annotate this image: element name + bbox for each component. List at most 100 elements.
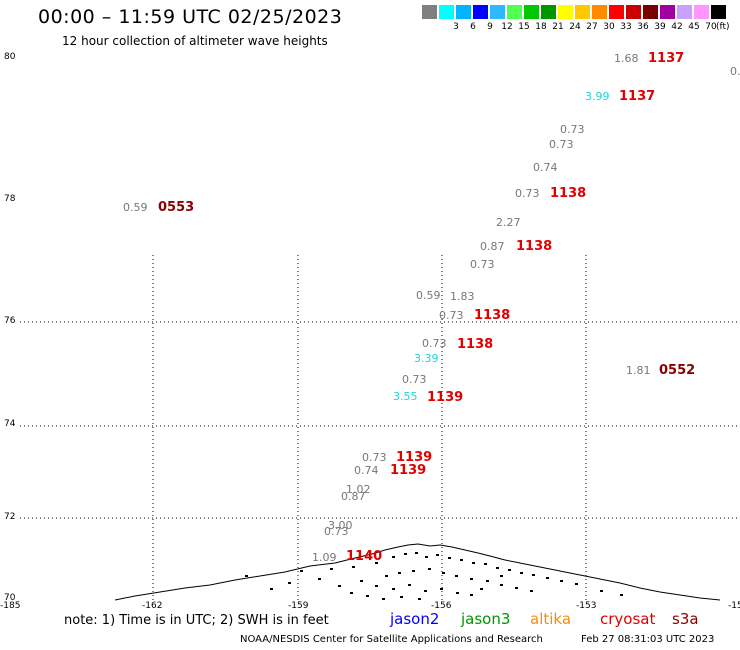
wave-height-value: 0.73	[422, 337, 447, 350]
wave-height-value: 1.09	[312, 551, 337, 564]
pass-time-label: 1138	[516, 239, 553, 254]
legend-swatch	[575, 5, 590, 19]
latitude-label: 70	[4, 593, 16, 603]
longitude-label: -185	[0, 601, 21, 611]
legend-swatch	[541, 5, 556, 19]
pass-time-label: 1137	[648, 51, 685, 66]
legend-swatch-label: 45	[688, 22, 700, 32]
longitude-label: -162	[142, 601, 163, 611]
longitude-label: -153	[576, 601, 597, 611]
latitude-label: 72	[4, 512, 16, 522]
page-title: 00:00 – 11:59 UTC 02/25/2023	[38, 6, 343, 28]
legend-swatch-label: 70	[705, 22, 717, 32]
latitude-label: 76	[4, 316, 16, 326]
wave-height-value: 1.68	[614, 52, 639, 65]
pass-time-label: 1138	[474, 308, 511, 323]
latitude-label: 80	[4, 52, 16, 62]
wave-height-value: 0.	[730, 65, 740, 78]
wave-height-value: 3.55	[393, 390, 418, 403]
wave-height-value: 0.87	[341, 490, 366, 503]
legend-swatch-label: 30	[603, 22, 615, 32]
satellite-label: s3a	[672, 610, 699, 628]
legend-swatch-label: 42	[671, 22, 683, 32]
wave-height-value: 0.73	[515, 187, 540, 200]
wave-height-value: 3.39	[414, 352, 439, 365]
wave-height-value: 3.99	[585, 90, 610, 103]
longitude-label: -159	[288, 601, 309, 611]
legend-swatch	[609, 5, 624, 19]
legend-swatch-label: 33	[620, 22, 632, 32]
legend-swatch	[524, 5, 539, 19]
wave-height-value: 0.73	[470, 258, 495, 271]
pass-time-label: 1138	[550, 186, 587, 201]
legend-swatch	[422, 5, 437, 19]
legend-swatch	[592, 5, 607, 19]
legend-swatch	[711, 5, 726, 19]
wave-height-value: 3.00	[328, 519, 353, 532]
footer-note: note: 1) Time is in UTC; 2) SWH is in fe…	[64, 613, 329, 628]
pass-time-label: 1138	[457, 337, 494, 352]
wave-height-value: 1.02	[346, 483, 371, 496]
longitude-label: -15	[728, 601, 740, 611]
wave-height-value: 0.59	[123, 201, 148, 214]
legend-swatch	[626, 5, 641, 19]
wave-height-value: 0.74	[354, 464, 379, 477]
generated-timestamp: Feb 27 08:31:03 UTC 2023	[581, 634, 715, 645]
legend-swatch-label: 9	[487, 22, 493, 32]
coastal-lakes	[245, 552, 623, 600]
legend-swatch	[490, 5, 505, 19]
wave-height-value: 0.73	[362, 451, 387, 464]
legend-swatch-label: 24	[569, 22, 581, 32]
legend-swatch	[643, 5, 658, 19]
legend-swatch-label: 15	[518, 22, 530, 32]
wave-height-value: 0.74	[533, 161, 558, 174]
pass-time-label: 1139	[390, 463, 427, 478]
wave-height-value: 0.73	[324, 525, 349, 538]
pass-time-label: 1137	[619, 89, 656, 104]
satellite-label: jason3	[461, 610, 511, 628]
wave-height-value: 1.83	[450, 290, 475, 303]
wave-height-value: 0.73	[402, 373, 427, 386]
legend-unit: (ft)	[716, 22, 730, 32]
wave-height-value: 0.59	[416, 289, 441, 302]
latitude-label: 78	[4, 194, 16, 204]
wave-height-value: 0.87	[480, 240, 505, 253]
wave-height-value: 0.73	[549, 138, 574, 151]
pass-time-label: 0552	[659, 363, 696, 378]
satellite-label: cryosat	[600, 610, 656, 628]
wave-height-value: 0.73	[560, 123, 585, 136]
legend-swatch	[456, 5, 471, 19]
legend-swatch-label: 18	[535, 22, 547, 32]
page-subtitle: 12 hour collection of altimeter wave hei…	[62, 34, 328, 48]
pass-time-label: 1139	[396, 450, 433, 465]
legend-swatch-label: 36	[637, 22, 649, 32]
legend-swatch	[507, 5, 522, 19]
legend-swatch	[473, 5, 488, 19]
satellite-label: jason2	[390, 610, 440, 628]
legend-swatch	[660, 5, 675, 19]
credit-line: NOAA/NESDIS Center for Satellite Applica…	[240, 634, 543, 645]
pass-time-label: 1140	[346, 549, 383, 564]
legend-swatch-label: 39	[654, 22, 666, 32]
legend-swatch	[677, 5, 692, 19]
wave-height-value: 2.27	[496, 216, 521, 229]
legend-swatch	[558, 5, 573, 19]
graticule	[20, 255, 740, 600]
pass-time-label: 1139	[427, 390, 464, 405]
legend-swatch-label: 3	[453, 22, 459, 32]
wave-height-value: 1.81	[626, 364, 651, 377]
legend-swatch	[439, 5, 454, 19]
legend-swatch	[694, 5, 709, 19]
wave-height-value: 0.73	[439, 309, 464, 322]
legend-swatch-label: 12	[501, 22, 513, 32]
pass-time-label: 0553	[158, 200, 195, 215]
legend-swatch-label: 6	[470, 22, 476, 32]
longitude-label: -156	[431, 601, 452, 611]
alaska-coastline	[114, 543, 721, 601]
legend-swatch-label: 21	[552, 22, 564, 32]
legend-swatch-label: 27	[586, 22, 598, 32]
latitude-label: 74	[4, 419, 16, 429]
satellite-label: altika	[530, 610, 572, 628]
